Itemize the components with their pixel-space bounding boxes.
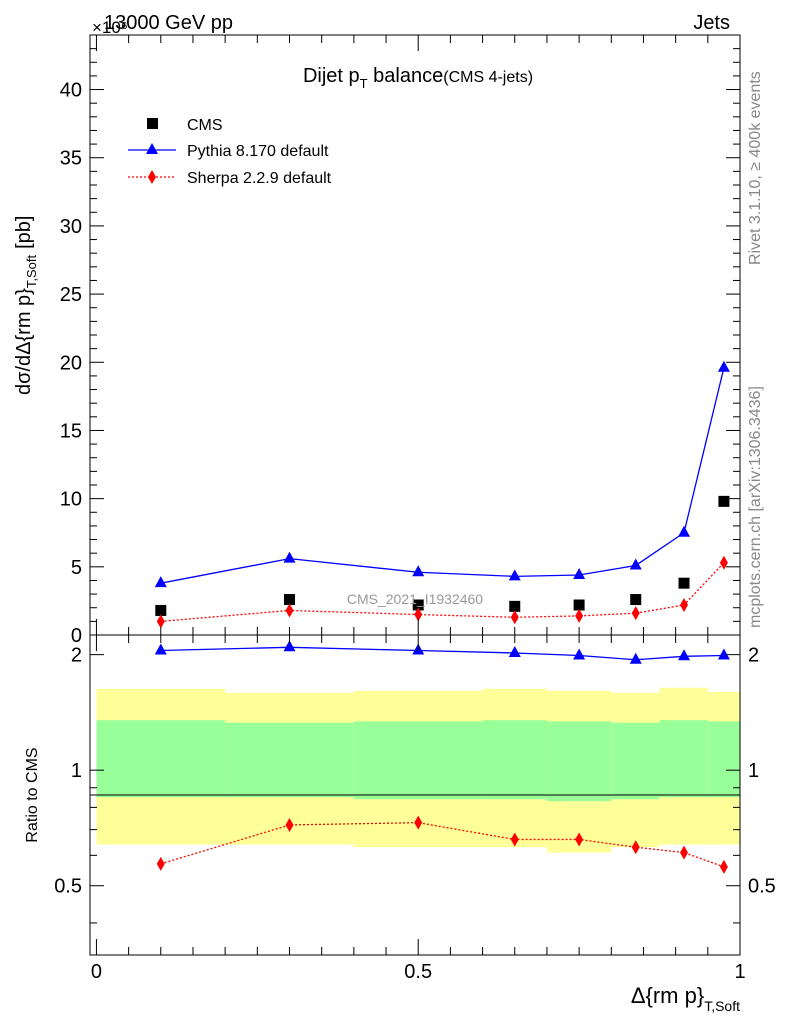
- ratio-point-pythia: [154, 643, 167, 655]
- x-axis-label: Δ{rm p}T,Soft: [631, 983, 740, 1014]
- ratio-xticks: 0 0.5 1: [91, 635, 746, 983]
- ratio-marks: [154, 640, 730, 874]
- ratio-y-axis-label: Ratio to CMS: [24, 747, 41, 842]
- header-left: 13000 GeV pp: [104, 12, 233, 34]
- main-y-tick-label: 35: [60, 148, 82, 170]
- ratio-point-sherpa: [719, 859, 728, 874]
- legend-marker-pythia: [146, 143, 158, 154]
- band-1sigma: [611, 722, 660, 800]
- band-1sigma: [707, 721, 740, 798]
- point-sherpa: [631, 606, 640, 621]
- point-sherpa: [414, 607, 423, 622]
- ratio-frame: [89, 634, 741, 956]
- series-line-sherpa: [160, 562, 725, 623]
- x-tick-label: 0: [91, 961, 102, 983]
- point-cms: [630, 594, 642, 606]
- point-cms: [509, 600, 521, 612]
- analysis-watermark: CMS_2021_I1932460: [347, 591, 483, 607]
- y-multiplier: ×10⁶: [92, 18, 128, 37]
- ratio-point-pythia: [629, 652, 642, 664]
- point-cms: [284, 594, 296, 606]
- point-sherpa: [285, 603, 294, 618]
- point-cms: [573, 599, 585, 611]
- x-tick-label: 1: [734, 961, 745, 983]
- point-sherpa: [680, 598, 689, 612]
- ratio-yticks: 0.5 0.5 1 1 2 2: [54, 645, 776, 924]
- ratio-point-pythia: [508, 645, 521, 657]
- main-marks: [154, 360, 730, 629]
- ratio-point-sherpa: [510, 832, 519, 847]
- main-y-tick-label: 0: [71, 625, 82, 647]
- ratio-point-sherpa: [631, 840, 640, 855]
- band-1sigma: [96, 720, 226, 798]
- band-1sigma: [225, 722, 354, 798]
- ratio-point-sherpa: [285, 817, 294, 832]
- point-cms: [412, 599, 424, 611]
- legend: CMS Pythia 8.170 default Sherpa 2.2.9 de…: [128, 117, 332, 187]
- main-y-tick-label: 30: [60, 216, 82, 238]
- point-sherpa: [575, 608, 584, 623]
- main-xticks: [95, 35, 741, 635]
- ratio-line-pythia: [160, 646, 724, 661]
- ratio-point-sherpa: [680, 845, 689, 860]
- band-1sigma: [659, 720, 708, 798]
- band-1sigma: [546, 721, 612, 802]
- legend-item-sherpa: Sherpa 2.2.9 default: [128, 170, 332, 187]
- legend-label-sherpa: Sherpa 2.2.9 default: [187, 170, 332, 187]
- main-yticks: 0 5 10 15 20 25 30 35 40: [60, 34, 740, 647]
- legend-label-pythia: Pythia 8.170 default: [187, 143, 329, 160]
- ratio-y-tick-label-right: 0.5: [748, 876, 776, 898]
- main-y-tick-label: 5: [71, 557, 82, 579]
- main-y-tick-label: 20: [60, 352, 82, 374]
- header-right: Jets: [693, 12, 730, 34]
- point-cms: [678, 577, 690, 589]
- ratio-y-tick-label: 1: [71, 760, 82, 782]
- ratio-point-sherpa: [156, 856, 165, 871]
- legend-item-cms: CMS: [147, 117, 223, 134]
- ratio-y-tick-label-right: 2: [748, 645, 759, 667]
- main-y-axis-label: dσ/dΔ{rm p}T,Soft[pb]: [13, 216, 39, 395]
- series-line-pythia: [160, 367, 725, 584]
- legend-marker-sherpa: [148, 170, 156, 184]
- ratio-point-pythia: [573, 648, 586, 660]
- ratio-point-sherpa: [414, 815, 423, 830]
- ratio-point-sherpa: [575, 832, 584, 847]
- point-pythia: [283, 551, 296, 563]
- main-y-tick-label: 40: [60, 80, 82, 102]
- ratio-y-tick-label: 2: [71, 645, 82, 667]
- point-pythia: [717, 360, 730, 372]
- point-cms: [155, 604, 167, 616]
- legend-item-pythia: Pythia 8.170 default: [128, 143, 329, 160]
- main-y-tick-label: 25: [60, 284, 82, 306]
- legend-label-cms: CMS: [187, 117, 223, 134]
- band-1sigma: [482, 720, 547, 800]
- ratio-point-pythia: [283, 640, 296, 652]
- ratio-point-pythia: [717, 648, 730, 660]
- legend-marker-cms: [147, 118, 158, 129]
- ratio-line-sherpa: [160, 821, 725, 868]
- point-pythia: [508, 569, 521, 581]
- point-pythia: [573, 568, 586, 579]
- ratio-y-tick-label: 0.5: [54, 876, 82, 898]
- main-y-tick-label: 10: [60, 489, 82, 511]
- point-sherpa: [510, 610, 519, 625]
- rivet-label: Rivet 3.1.10, ≥ 400k events: [747, 71, 764, 265]
- point-pythia: [154, 576, 167, 588]
- point-sherpa: [719, 555, 728, 570]
- main-panel: 0 5 10 15 20 25 30 35 40 Dijet pT balance(CMS 4-…: [13, 34, 741, 647]
- point-pythia: [678, 525, 691, 537]
- point-pythia: [412, 565, 425, 577]
- chart-title: Dijet pT balance(CMS 4-jets): [303, 65, 533, 91]
- band-1sigma: [353, 721, 483, 800]
- point-pythia: [629, 558, 642, 570]
- point-cms: [718, 495, 730, 507]
- ratio-panel: 0.5 0.51 12 2 0 0.5 1 Ratio to CMS Δ{rm p}T,S…: [24, 634, 776, 1014]
- ratio-y-tick-label-right: 1: [748, 760, 759, 782]
- x-tick-label: 0.5: [404, 961, 432, 983]
- ratio-point-pythia: [678, 649, 691, 661]
- main-y-tick-label: 15: [60, 420, 82, 442]
- mcplots-label: mcplots.cern.ch [arXiv:1306.3436]: [747, 386, 764, 628]
- point-sherpa: [156, 614, 165, 629]
